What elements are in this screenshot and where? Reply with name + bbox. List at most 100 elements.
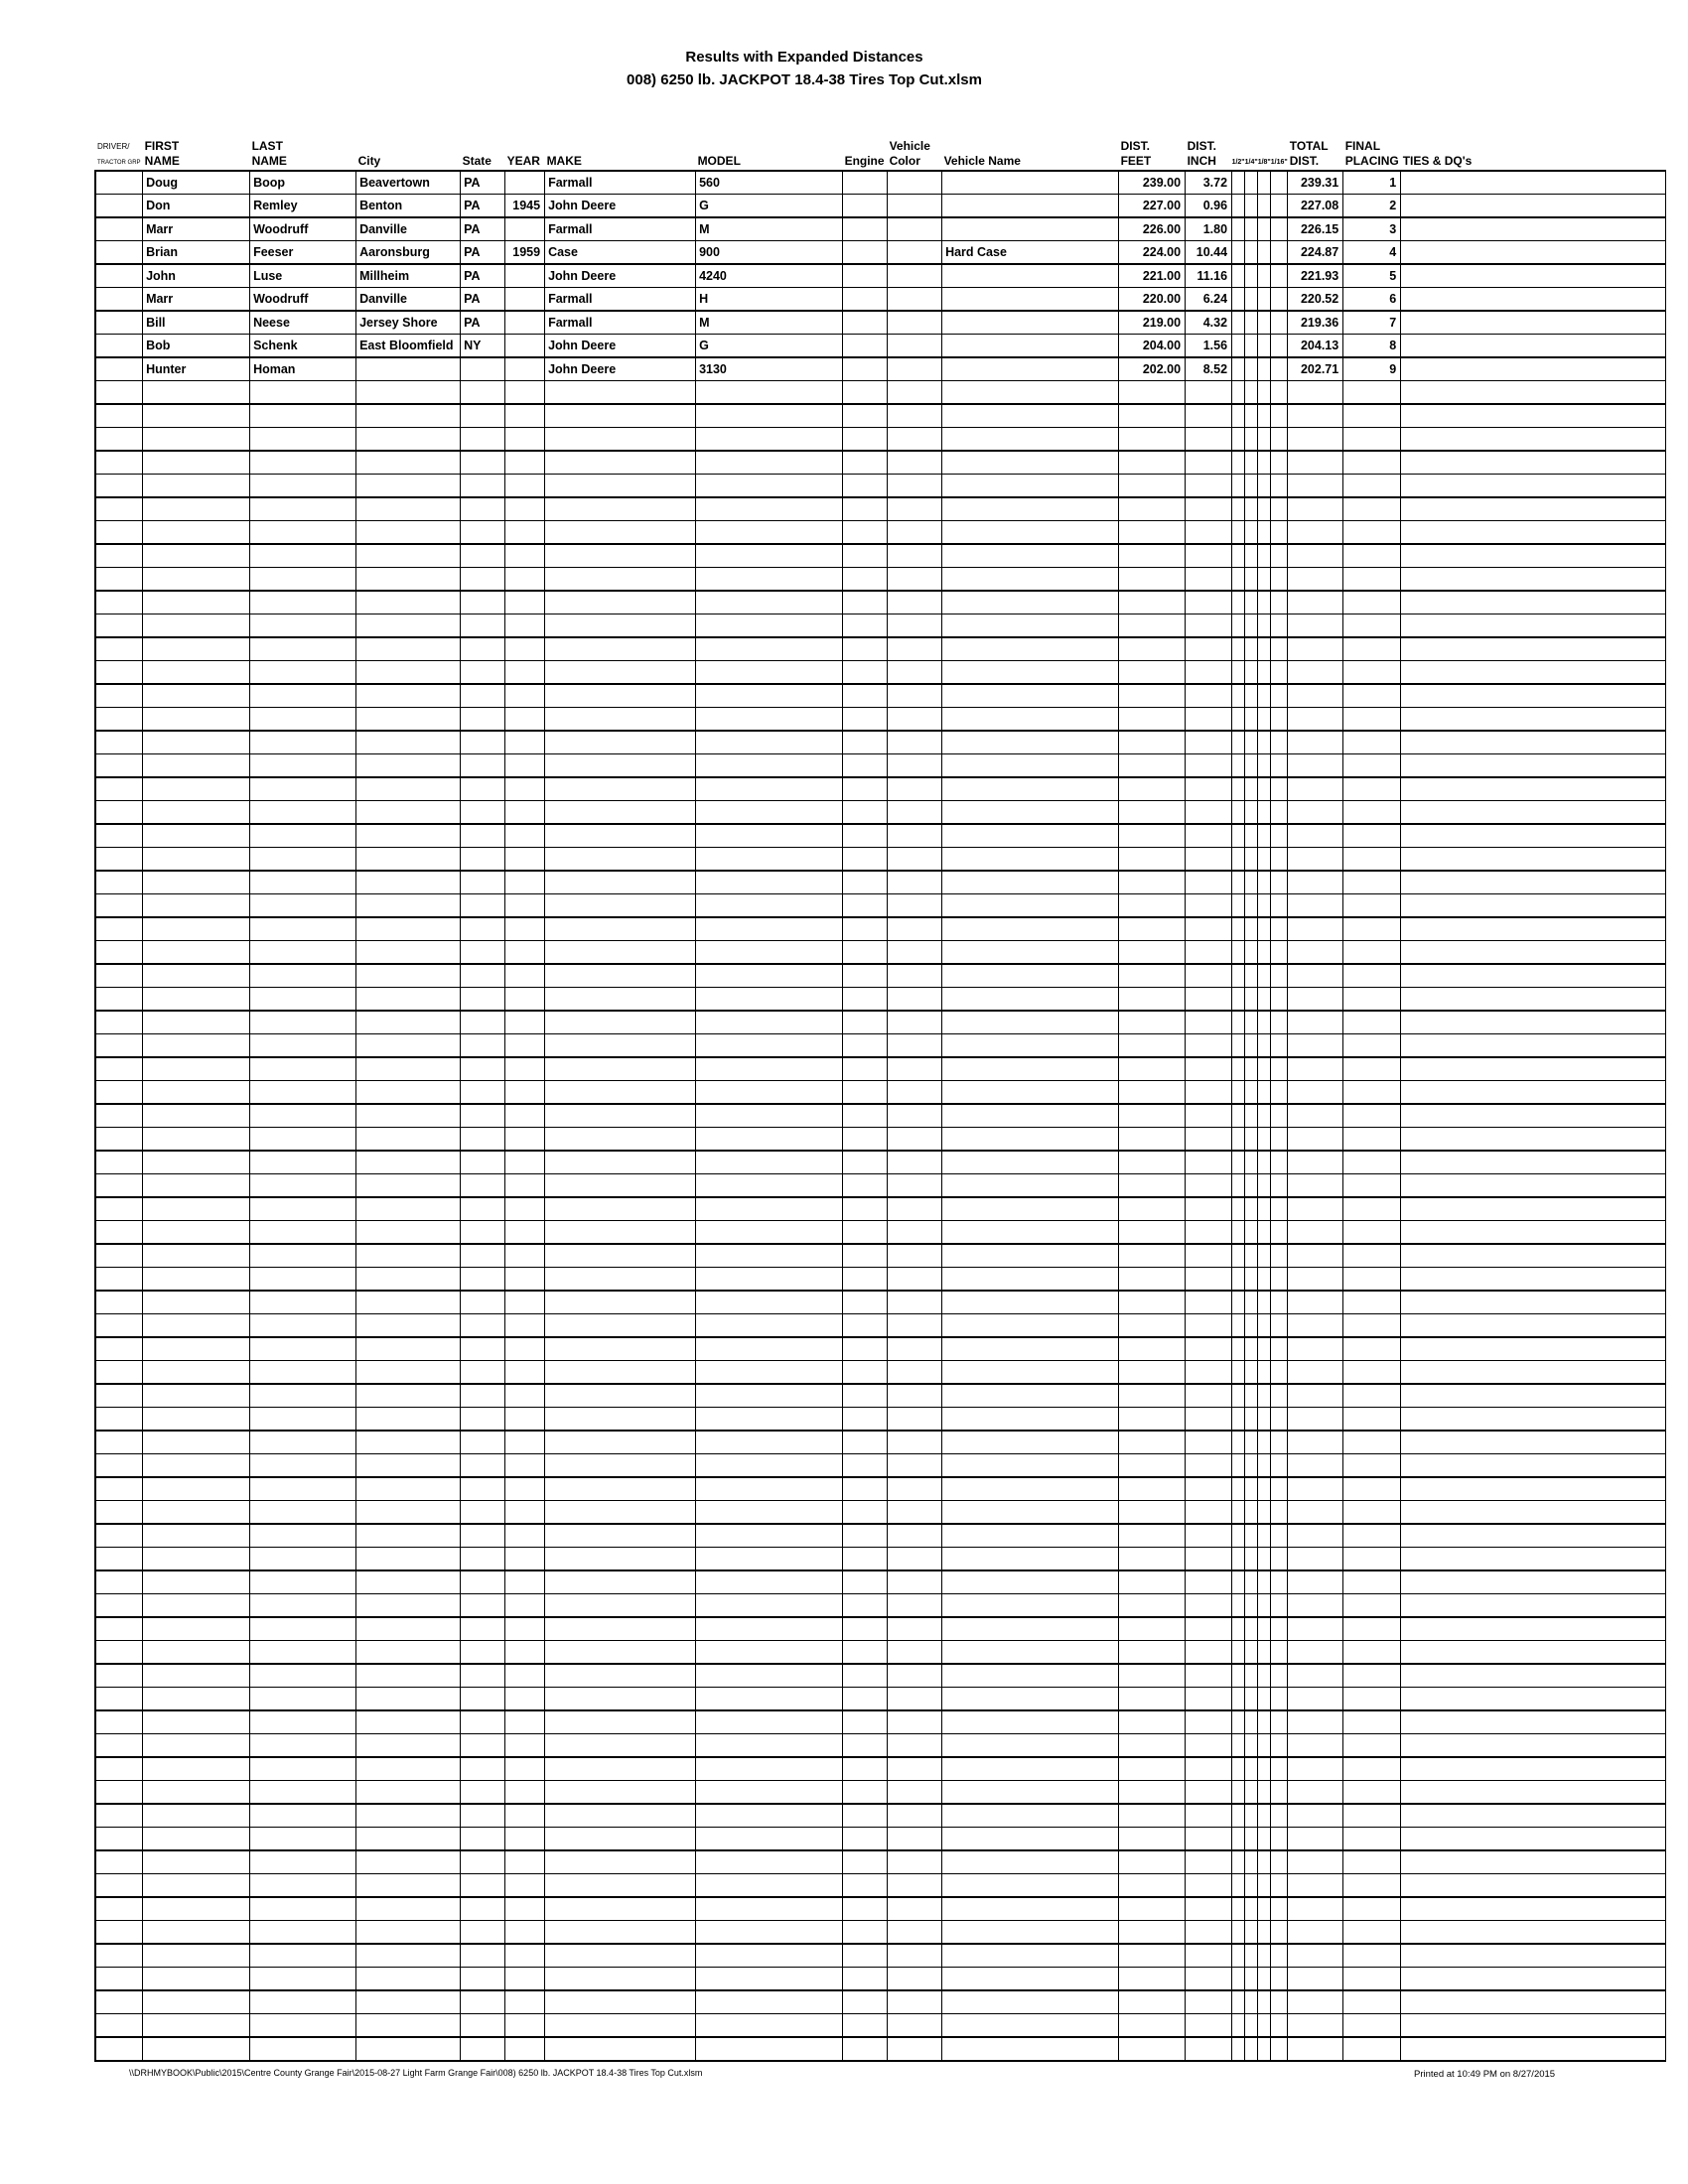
cell-total: [1287, 1804, 1343, 1828]
cell-last: [249, 1197, 356, 1221]
empty-row: [94, 1944, 1667, 1968]
cell-inch: [1185, 964, 1232, 988]
cell-city: [355, 1710, 461, 1734]
cell-eighth: [1257, 1850, 1271, 1874]
cell-total: [1287, 474, 1343, 498]
cell-tractor: [94, 847, 143, 872]
cell-engine: [842, 497, 888, 521]
cell-year: [504, 1547, 545, 1571]
cell-half: [1231, 1384, 1245, 1408]
cell-last: [249, 591, 356, 614]
cell-inch: [1185, 404, 1232, 428]
cell-color: [887, 1780, 942, 1805]
cell-quarter: [1244, 1407, 1258, 1432]
cell-quarter: [1244, 1850, 1258, 1874]
cell-city: [355, 1850, 461, 1874]
cell-state: [460, 1524, 505, 1548]
cell-state: [460, 567, 505, 592]
cell-city: [355, 1804, 461, 1828]
cell-feet: [1118, 1197, 1186, 1221]
header-sixteenth: 1/16": [1270, 138, 1288, 172]
cell-placing: [1342, 1570, 1401, 1594]
cell-city: [355, 871, 461, 894]
cell-model: [695, 940, 843, 965]
cell-make: Farmall: [544, 311, 696, 335]
cell-sixteenth: [1270, 1757, 1288, 1781]
cell-state: [460, 614, 505, 638]
cell-eighth: [1257, 1337, 1271, 1361]
cell-inch: 8.52: [1185, 357, 1232, 381]
cell-city: [355, 1127, 461, 1152]
cell-half: [1231, 287, 1245, 312]
cell-first: [142, 964, 250, 988]
empty-row: [94, 1664, 1667, 1688]
cell-placing: [1342, 660, 1401, 685]
cell-ties: [1400, 1313, 1667, 1338]
cell-model: [695, 893, 843, 918]
cell-feet: [1118, 544, 1186, 568]
cell-half: [1231, 451, 1245, 475]
cell-placing: [1342, 777, 1401, 801]
cell-ties: [1400, 1337, 1667, 1361]
cell-eighth: [1257, 591, 1271, 614]
cell-total: [1287, 1011, 1343, 1034]
cell-model: [695, 1804, 843, 1828]
cell-year: [504, 1593, 545, 1618]
cell-total: [1287, 1477, 1343, 1501]
cell-tractor: [94, 1944, 143, 1968]
cell-quarter: [1244, 1617, 1258, 1641]
cell-half: [1231, 1080, 1245, 1105]
cell-eighth: [1257, 334, 1271, 358]
cell-feet: [1118, 660, 1186, 685]
cell-model: [695, 1850, 843, 1874]
cell-vname: [941, 1920, 1119, 1945]
cell-tractor: [94, 1804, 143, 1828]
cell-color: [887, 311, 942, 335]
cell-vname: [941, 1710, 1119, 1734]
cell-inch: [1185, 2037, 1232, 2062]
cell-city: [355, 544, 461, 568]
cell-tractor: [94, 171, 143, 195]
empty-row: [94, 1733, 1667, 1758]
cell-sixteenth: [1270, 311, 1288, 335]
cell-tractor: [94, 660, 143, 685]
cell-half: [1231, 987, 1245, 1012]
cell-model: [695, 1687, 843, 1711]
cell-tractor: [94, 1757, 143, 1781]
cell-sixteenth: [1270, 1967, 1288, 1991]
cell-model: [695, 800, 843, 825]
cell-year: [504, 660, 545, 685]
cell-ties: [1400, 1173, 1667, 1198]
cell-year: 1945: [504, 194, 545, 218]
cell-feet: [1118, 1151, 1186, 1174]
cell-sixteenth: [1270, 544, 1288, 568]
cell-sixteenth: [1270, 2013, 1288, 2038]
cell-engine: [842, 1547, 888, 1571]
cell-make: [544, 1710, 696, 1734]
cell-make: John Deere: [544, 194, 696, 218]
cell-placing: [1342, 1477, 1401, 1501]
cell-total: [1287, 824, 1343, 848]
cell-inch: [1185, 1033, 1232, 1058]
cell-make: [544, 591, 696, 614]
cell-engine: [842, 847, 888, 872]
cell-first: [142, 1640, 250, 1665]
cell-vname: [941, 800, 1119, 825]
cell-feet: [1118, 1990, 1186, 2014]
cell-color: [887, 1897, 942, 1921]
cell-last: [249, 451, 356, 475]
cell-color: [887, 380, 942, 405]
cell-last: [249, 1500, 356, 1525]
cell-last: [249, 1104, 356, 1128]
cell-sixteenth: [1270, 287, 1288, 312]
cell-feet: [1118, 1757, 1186, 1781]
cell-year: [504, 731, 545, 754]
empty-row: [94, 2013, 1667, 2038]
cell-feet: [1118, 1244, 1186, 1268]
cell-eighth: [1257, 1710, 1271, 1734]
cell-model: [695, 917, 843, 941]
cell-total: [1287, 893, 1343, 918]
cell-half: [1231, 567, 1245, 592]
cell-inch: [1185, 1220, 1232, 1245]
cell-ties: [1400, 1780, 1667, 1805]
